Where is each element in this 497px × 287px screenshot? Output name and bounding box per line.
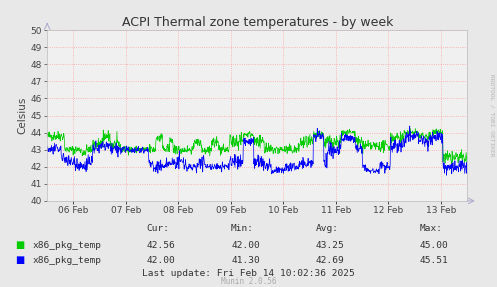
- Text: ■: ■: [15, 255, 24, 265]
- Text: 45.00: 45.00: [420, 241, 449, 250]
- Y-axis label: Celsius: Celsius: [17, 97, 27, 134]
- Text: 42.69: 42.69: [316, 256, 344, 265]
- Text: Last update: Fri Feb 14 10:02:36 2025: Last update: Fri Feb 14 10:02:36 2025: [142, 269, 355, 278]
- Text: RRDTOOL / TOBI OETIKER: RRDTOOL / TOBI OETIKER: [490, 73, 495, 156]
- Text: Munin 2.0.56: Munin 2.0.56: [221, 277, 276, 286]
- Text: 43.25: 43.25: [316, 241, 344, 250]
- Text: 42.56: 42.56: [147, 241, 175, 250]
- Text: ■: ■: [15, 240, 24, 250]
- Text: x86_pkg_temp: x86_pkg_temp: [32, 241, 101, 250]
- Text: x86_pkg_temp: x86_pkg_temp: [32, 256, 101, 265]
- Title: ACPI Thermal zone temperatures - by week: ACPI Thermal zone temperatures - by week: [121, 16, 393, 29]
- Text: 41.30: 41.30: [231, 256, 260, 265]
- Text: 45.51: 45.51: [420, 256, 449, 265]
- Text: Avg:: Avg:: [316, 224, 338, 233]
- Text: 42.00: 42.00: [147, 256, 175, 265]
- Text: 42.00: 42.00: [231, 241, 260, 250]
- Text: Max:: Max:: [420, 224, 443, 233]
- Text: Cur:: Cur:: [147, 224, 169, 233]
- Text: Min:: Min:: [231, 224, 254, 233]
